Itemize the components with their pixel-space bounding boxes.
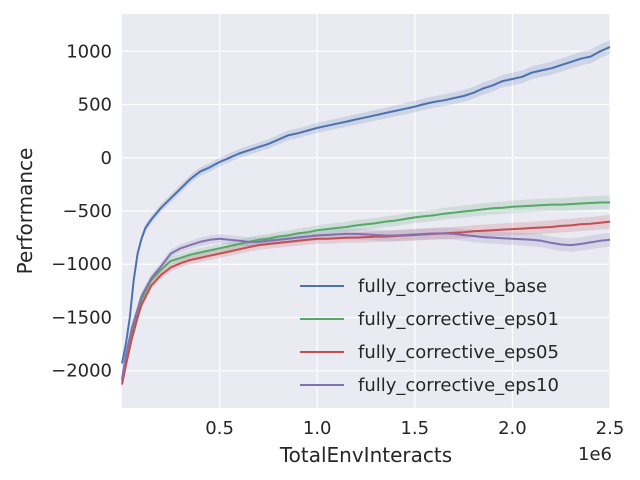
x-tick-label: 2.5 (596, 418, 625, 439)
legend-label: fully_corrective_eps05 (358, 342, 559, 363)
y-tick-label: 500 (78, 95, 112, 116)
series-line-fully_corrective_base (121, 46, 611, 364)
series-band-fully_corrective_eps10 (122, 227, 610, 383)
legend-label: fully_corrective_eps01 (358, 309, 559, 330)
legend-label: fully_corrective_base (358, 276, 547, 297)
series-line-fully_corrective_eps01 (121, 201, 610, 382)
series-lines (121, 46, 611, 385)
y-tick-label: −500 (63, 201, 112, 222)
x-tick-label: 1.0 (303, 418, 332, 439)
legend-label: fully_corrective_eps10 (358, 375, 559, 396)
x-tick-label: 2.0 (498, 418, 527, 439)
grid-lines (122, 14, 611, 408)
x-offset-text: 1e6 (578, 444, 612, 465)
y-tick-label: 1000 (66, 41, 112, 62)
x-axis-label: TotalEnvInteracts (279, 443, 452, 467)
legend: fully_corrective_base fully_corrective_ep… (300, 276, 559, 396)
x-tick-label: 1.5 (400, 418, 429, 439)
y-tick-label: −2000 (51, 361, 112, 382)
series-line-fully_corrective_eps05 (121, 220, 611, 385)
y-tick-labels: 1000 500 0 −500 −1000 −1500 −2000 (51, 41, 112, 381)
y-axis-label: Performance (13, 148, 37, 275)
series-band-fully_corrective_eps05 (122, 214, 610, 389)
series-line-fully_corrective_eps10 (121, 232, 611, 380)
x-tick-labels: 0.5 1.0 1.5 2.0 2.5 (205, 418, 624, 439)
y-tick-label: −1500 (51, 307, 112, 328)
x-tick-label: 0.5 (205, 418, 234, 439)
y-tick-label: −1000 (51, 254, 112, 275)
y-tick-label: 0 (101, 148, 112, 169)
